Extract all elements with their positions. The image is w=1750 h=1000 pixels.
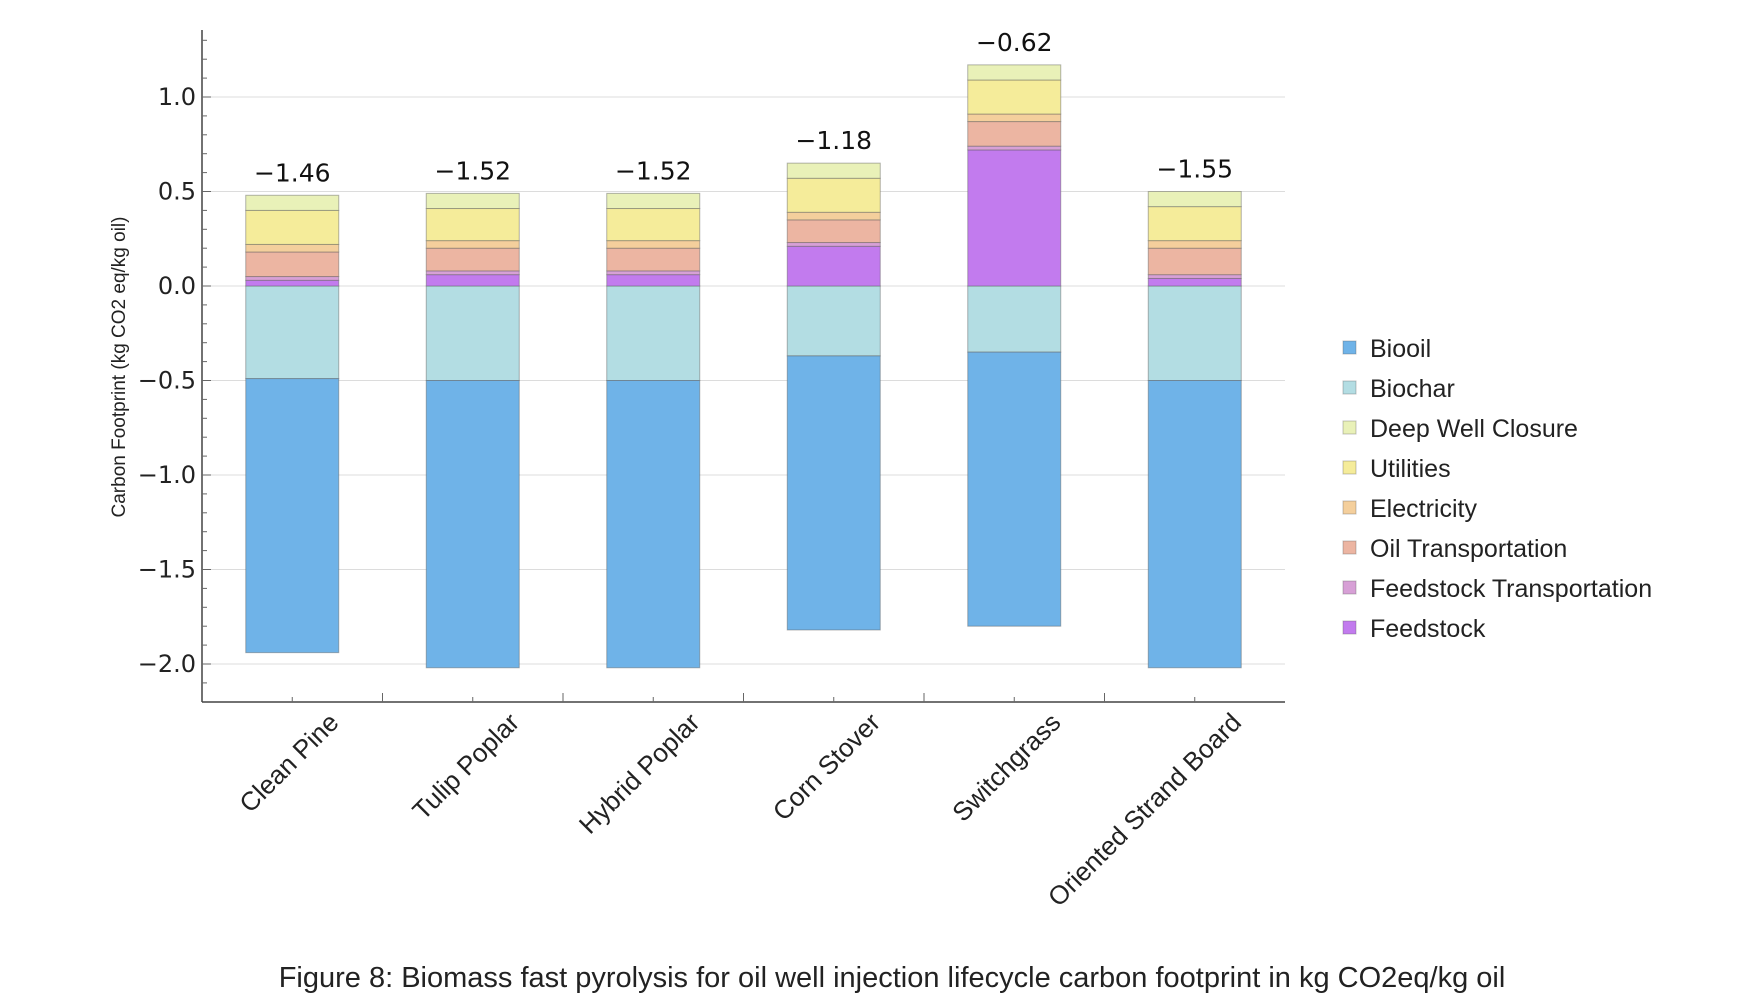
bar-segment-oil-transportation (425, 247, 520, 272)
category-label: Clean Pine (233, 707, 344, 818)
legend-label: Electricity (1370, 495, 1477, 523)
bar-segment-biooil (786, 355, 881, 631)
bar-segment-oil-transportation (786, 219, 881, 244)
y-axis-title: Carbon Footprint (kg CO2 eq/kg oil) (109, 217, 130, 518)
bar-segment-biochar (606, 285, 701, 381)
bar-segment-feedstock-transportation (606, 270, 701, 276)
legend-label: Biochar (1370, 375, 1455, 403)
stacked-bar-chart: 1.0 0.5 0.0 −0.5 −1.0 −1.5 −2.0 −1.46 −1.52 −1.5… (109, 28, 1652, 912)
y-ticks: 1.0 0.5 0.0 −0.5 −1.0 −1.5 −2.0 (138, 39, 211, 684)
bar-segment-oil-transportation (1147, 247, 1242, 276)
bar-segment-utilities (425, 208, 520, 242)
legend-label: Deep Well Closure (1370, 415, 1578, 443)
bar-segment-oil-transportation (606, 247, 701, 272)
bar-segment-utilities (786, 177, 881, 213)
legend-label: Feedstock Transportation (1370, 575, 1652, 603)
gridlines (202, 96, 1285, 665)
category-label: Oriented Strand Board (1042, 707, 1247, 912)
bar-segment-feedstock (786, 245, 881, 287)
category-label: Switchgrass (946, 707, 1066, 827)
bar-segment-biooil (967, 351, 1062, 627)
bar-segment-electricity (425, 240, 520, 249)
figure-caption: Figure 8: Biomass fast pyrolysis for oil… (278, 962, 1506, 994)
legend-swatch-electricity (1342, 500, 1357, 515)
bar-segment-feedstock-transportation (967, 145, 1062, 151)
category-label: Corn Stover (767, 707, 887, 827)
total-label: −0.62 (976, 28, 1053, 57)
total-label: −1.55 (1156, 155, 1233, 184)
bar-segment-deep-well-closure (425, 192, 520, 210)
legend-label: Feedstock (1370, 615, 1486, 643)
bar-segment-electricity (967, 113, 1062, 123)
legend-swatch-feedstock-transportation (1342, 580, 1357, 595)
bar-segment-oil-transportation (967, 121, 1062, 147)
legend-swatch-biochar (1342, 380, 1357, 395)
bar-segment-biooil (1147, 380, 1242, 669)
bar-segment-feedstock (245, 279, 340, 287)
legend-label: Oil Transportation (1370, 535, 1567, 563)
bar-segment-electricity (786, 211, 881, 221)
bar-segment-oil-transportation (245, 251, 340, 278)
bar-segment-biooil (245, 378, 340, 654)
bar-segment-feedstock (425, 274, 520, 287)
bar-segment-biochar (786, 285, 881, 357)
legend-swatch-utilities (1342, 460, 1357, 475)
y-tick-label: 1.0 (158, 83, 196, 111)
y-tick-label: 0.0 (158, 272, 196, 300)
bar-segment-utilities (967, 79, 1062, 115)
bar-segment-biooil (606, 380, 701, 669)
bars (245, 64, 1242, 669)
bar-segment-deep-well-closure (967, 64, 1062, 81)
bar-segment-feedstock (606, 274, 701, 287)
legend-swatch-deep-well-closure (1342, 420, 1357, 435)
bar-segment-feedstock (1147, 277, 1242, 287)
bar-segment-biochar (425, 285, 520, 381)
legend-swatch-biooil (1342, 340, 1357, 355)
bar-segment-electricity (245, 243, 340, 253)
bar-segment-feedstock-transportation (425, 270, 520, 276)
y-tick-label: −0.5 (138, 367, 196, 395)
bar-segment-deep-well-closure (245, 194, 340, 211)
bar-segment-utilities (606, 208, 701, 242)
y-tick-label: −1.0 (138, 461, 196, 489)
bar-segment-feedstock-transportation (1147, 274, 1242, 279)
y-tick-label: −2.0 (138, 650, 196, 678)
x-ticks (291, 693, 1196, 702)
bar-segment-deep-well-closure (786, 162, 881, 179)
bar-segment-biooil (425, 380, 520, 669)
total-label: −1.52 (615, 156, 692, 185)
category-label: Tulip Poplar (406, 707, 525, 826)
category-label: Hybrid Poplar (573, 707, 706, 840)
bar-segment-feedstock (967, 149, 1062, 287)
bar-segment-biochar (967, 285, 1062, 353)
total-labels: −1.46 −1.52 −1.52 −1.18 −0.62 −1.55 (254, 28, 1233, 187)
bar-segment-deep-well-closure (1147, 191, 1242, 208)
bar-segment-utilities (245, 209, 340, 245)
total-label: −1.52 (434, 156, 511, 185)
legend-swatch-oil-transportation (1342, 540, 1357, 555)
category-labels: Clean Pine Tulip Poplar Hybrid Poplar Corn … (233, 707, 1247, 912)
total-label: −1.18 (795, 126, 872, 155)
y-tick-label: −1.5 (138, 556, 196, 584)
total-label: −1.46 (254, 158, 331, 187)
bar-segment-feedstock-transportation (786, 242, 881, 247)
bar-segment-electricity (1147, 240, 1242, 249)
bar-segment-electricity (606, 240, 701, 249)
axes (201, 30, 1285, 703)
bar-segment-utilities (1147, 206, 1242, 242)
legend: Biooil Biochar Deep Well Closure Utilities E… (1342, 335, 1652, 643)
legend-label: Utilities (1370, 455, 1451, 483)
legend-swatch-feedstock (1342, 620, 1357, 635)
bar-segment-biochar (245, 285, 340, 380)
bar-segment-biochar (1147, 285, 1242, 381)
legend-label: Biooil (1370, 335, 1431, 363)
y-tick-label: 0.5 (158, 178, 196, 206)
bar-segment-feedstock-transportation (245, 276, 340, 281)
bar-segment-deep-well-closure (606, 192, 701, 210)
